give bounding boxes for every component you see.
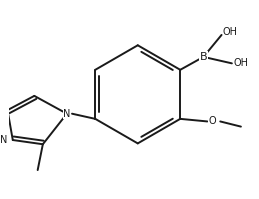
Text: B: B [200, 52, 207, 62]
Text: N: N [63, 109, 70, 119]
Text: N: N [0, 135, 8, 145]
Text: OH: OH [223, 27, 238, 37]
Text: OH: OH [233, 58, 248, 68]
Text: O: O [209, 116, 216, 126]
